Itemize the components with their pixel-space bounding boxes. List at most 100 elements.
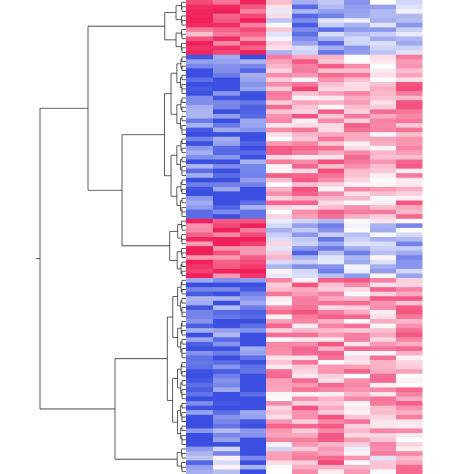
heatmap-cell: [186, 9, 214, 15]
heatmap-cell: [344, 328, 371, 334]
heatmap-cell: [318, 68, 345, 74]
heatmap-cell: [186, 337, 214, 343]
heatmap-cell: [186, 264, 214, 270]
heatmap-cell: [292, 305, 319, 311]
heatmap-cell: [266, 59, 293, 65]
heatmap-cell: [396, 41, 423, 47]
heatmap-cell: [266, 282, 293, 288]
heatmap-cell: [396, 223, 423, 229]
heatmap-cell: [213, 264, 241, 270]
heatmap-cell: [318, 451, 345, 457]
heatmap-cell: [240, 319, 267, 325]
heatmap-cell: [240, 168, 267, 174]
heatmap-cell: [292, 346, 319, 352]
heatmap-cell: [240, 164, 267, 170]
heatmap-cell: [396, 136, 423, 142]
heatmap-cell: [344, 423, 371, 429]
heatmap-cell: [344, 36, 371, 42]
heatmap-cell: [213, 195, 241, 202]
heatmap-cell: [370, 91, 397, 97]
heatmap-cell: [292, 205, 319, 211]
heatmap-cell: [292, 45, 319, 51]
heatmap-cell: [213, 309, 241, 315]
heatmap-cell: [266, 469, 293, 474]
heatmap-cell: [240, 287, 267, 293]
heatmap-cell: [344, 200, 371, 206]
heatmap-cell: [318, 323, 345, 329]
heatmap-cell: [318, 268, 345, 274]
heatmap-cell: [213, 464, 241, 470]
heatmap-cell: [186, 250, 214, 256]
heatmap-cell: [266, 0, 293, 6]
heatmap-cell: [370, 4, 397, 10]
heatmap-cell: [396, 364, 423, 370]
heatmap-cell: [240, 182, 267, 188]
heatmap-cell: [292, 223, 319, 229]
heatmap-cell: [396, 414, 423, 420]
heatmap-cell: [396, 360, 423, 366]
heatmap-cell: [396, 419, 423, 425]
heatmap-cell: [370, 227, 397, 233]
heatmap-cell: [318, 387, 345, 393]
heatmap-cell: [344, 287, 371, 293]
heatmap-cell: [292, 460, 319, 466]
heatmap-cell: [344, 18, 371, 24]
heatmap-cell: [266, 437, 293, 443]
heatmap-cell: [370, 104, 397, 110]
heatmap-cell: [240, 346, 267, 352]
heatmap-cell: [240, 82, 267, 88]
heatmap-cell: [186, 109, 214, 115]
heatmap-cell: [396, 396, 423, 402]
heatmap-cell: [396, 173, 423, 179]
heatmap-cell: [266, 259, 293, 265]
heatmap-cell: [370, 309, 397, 315]
heatmap-cell: [370, 255, 397, 261]
heatmap-cell: [396, 127, 423, 133]
heatmap-cell: [240, 369, 267, 375]
heatmap-cell: [370, 118, 397, 124]
heatmap-cell: [344, 173, 371, 179]
heatmap-cell: [213, 41, 241, 47]
heatmap-cell: [266, 341, 293, 347]
heatmap-cell: [213, 132, 241, 138]
heatmap-cell: [318, 13, 345, 19]
heatmap-cell: [344, 273, 371, 279]
heatmap-cell: [318, 18, 345, 24]
heatmap-cell: [213, 419, 241, 425]
heatmap-cell: [266, 86, 293, 92]
heatmap-cell: [213, 350, 241, 356]
heatmap-cell: [292, 278, 319, 284]
heatmap-cell: [344, 9, 371, 15]
heatmap-cell: [396, 22, 423, 28]
heatmap-cell: [240, 300, 267, 306]
heatmap-cell: [396, 369, 423, 375]
heatmap-cell: [186, 282, 214, 288]
heatmap-cell: [318, 22, 345, 28]
heatmap-cell: [213, 296, 241, 302]
heatmap-cell: [266, 154, 293, 161]
heatmap-cell: [344, 59, 371, 65]
heatmap-cell: [318, 328, 345, 334]
heatmap-cell: [344, 136, 371, 142]
heatmap-cell: [213, 123, 241, 129]
heatmap-cell: [186, 164, 214, 170]
heatmap-cell: [292, 77, 319, 83]
heatmap-cell: [266, 127, 293, 133]
heatmap-cell: [318, 373, 345, 379]
heatmap-cell: [396, 259, 423, 265]
heatmap-cell: [186, 323, 214, 329]
heatmap-cell: [266, 328, 293, 334]
heatmap-cell: [266, 104, 293, 110]
heatmap-cell: [344, 214, 371, 220]
heatmap-cell: [292, 173, 319, 179]
heatmap-cell: [318, 300, 345, 306]
heatmap-cell: [370, 360, 397, 366]
heatmap-cell: [186, 255, 214, 261]
heatmap-cell: [318, 346, 345, 352]
heatmap-cell: [318, 54, 345, 60]
heatmap-cell: [370, 218, 397, 224]
heatmap-cell: [213, 218, 241, 224]
heatmap-cell: [396, 296, 423, 302]
heatmap-cell: [370, 77, 397, 83]
heatmap-cell: [396, 13, 423, 19]
